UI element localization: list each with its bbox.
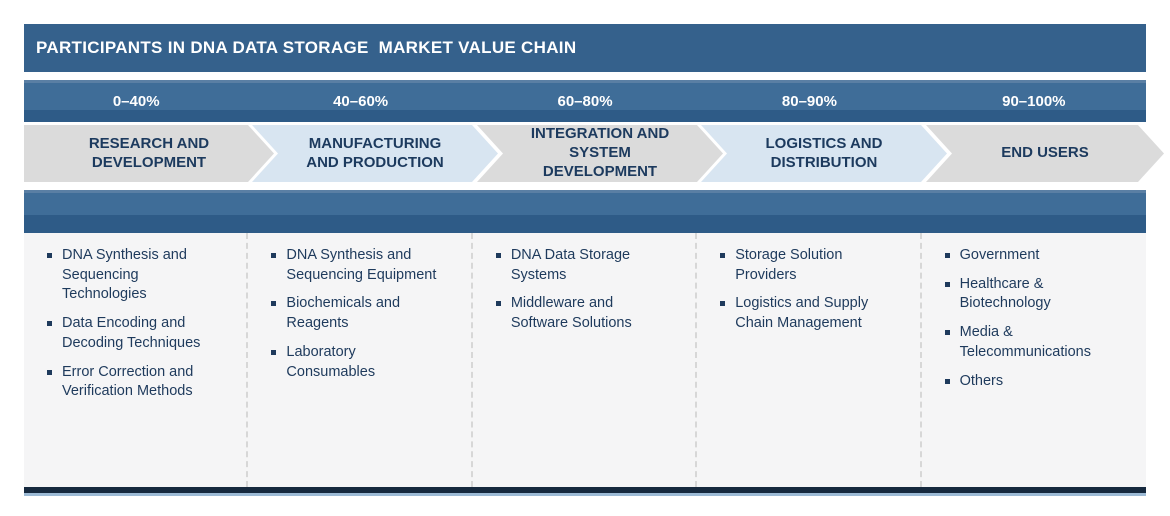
stage-chevron-logistics-distribution: LOGISTICS AND DISTRIBUTION (701, 125, 947, 182)
value-share-bar: 0–40% 40–60% 60–80% 80–90% 90–100% (24, 80, 1146, 122)
stage-chevron-manufacturing-production: MANUFACTURING AND PRODUCTION (252, 125, 498, 182)
stage-label: END USERS (1001, 144, 1089, 162)
stage-label: INTEGRATION AND SYSTEM DEVELOPMENT (530, 125, 670, 180)
bullet-square-icon (271, 253, 277, 258)
bullet-square-icon (495, 301, 501, 307)
participants-column-manufacturing-production: DNA Synthesis and Sequencing Equipment B… (248, 233, 473, 487)
bullet-square-icon (47, 369, 52, 375)
list-item: DNA Synthesis and Sequencing Equipment (271, 246, 436, 285)
participant-label: DNA Data Storage Systems (510, 247, 631, 283)
bullet-square-icon (47, 321, 52, 327)
stage-label: LOGISTICS AND DISTRIBUTION (765, 134, 883, 171)
list-item: DNA Synthesis and Sequencing Technologie… (47, 246, 212, 305)
list-item: DNA Data Storage Systems (495, 246, 661, 285)
value-share-label-integration-system-development: 60–80% (557, 92, 613, 110)
list-item: Data Encoding and Decoding Techniques (47, 314, 212, 353)
stage-label: MANUFACTURING AND PRODUCTION (306, 134, 444, 171)
participants-column-research-development: DNA Synthesis and Sequencing Technologie… (24, 233, 249, 487)
separator-bar (24, 190, 1146, 233)
value-share-label-manufacturing-production: 40–60% (333, 92, 389, 110)
participant-label: Media & Telecommunications (959, 324, 1091, 360)
bullet-square-icon (944, 330, 950, 336)
participants-list: DNA Synthesis and Sequencing Technologie… (47, 246, 212, 402)
stage-chevron-end-users: END USERS (926, 125, 1164, 182)
bullet-square-icon (47, 253, 52, 258)
participant-label: DNA Synthesis and Sequencing Technologie… (62, 247, 187, 303)
list-item: Storage Solution Providers (720, 246, 885, 285)
participant-label: Data Encoding and Decoding Techniques (62, 315, 201, 351)
page-title: PARTICIPANTS IN DNA DATA STORAGE MARKET … (36, 38, 577, 57)
participant-label: Government (959, 247, 1040, 263)
list-item: Error Correction and Verification Method… (47, 363, 212, 402)
list-item: Government (944, 246, 1112, 266)
bullet-square-icon (944, 253, 950, 258)
participants-column-integration-system-development: DNA Data Storage Systems Middleware and … (473, 233, 698, 487)
stage-chevron-integration-system-development: INTEGRATION AND SYSTEM DEVELOPMENT (477, 125, 723, 182)
participants-list: Government Healthcare & Biotechnology Me… (944, 246, 1112, 392)
participants-column-logistics-distribution: Storage Solution Providers Logistics and… (697, 233, 922, 487)
list-item: Biochemicals and Reagents (271, 294, 436, 333)
bullet-square-icon (720, 301, 726, 307)
list-item: Logistics and Supply Chain Management (720, 294, 885, 333)
list-item: Healthcare & Biotechnology (944, 275, 1112, 314)
value-share-label-logistics-distribution: 80–90% (781, 92, 837, 110)
participant-label: Others (959, 372, 1004, 389)
participant-label: Laboratory Consumables (286, 343, 376, 380)
bullet-square-icon (944, 378, 950, 384)
footer-bar-blue (24, 493, 1146, 496)
list-item: Laboratory Consumables (271, 343, 436, 382)
infographic-frame: PARTICIPANTS IN DNA DATA STORAGE MARKET … (24, 24, 1146, 496)
bullet-square-icon (495, 253, 501, 258)
list-item: Media & Telecommunications (944, 323, 1112, 362)
list-item: Others (944, 372, 1112, 392)
bullet-square-icon (944, 281, 950, 287)
bullet-square-icon (271, 301, 277, 307)
participants-list: Storage Solution Providers Logistics and… (720, 246, 885, 334)
participants-list: DNA Data Storage Systems Middleware and … (495, 246, 661, 334)
participant-label: Storage Solution Providers (735, 247, 843, 283)
value-share-label-end-users: 90–100% (1002, 92, 1066, 110)
bullet-square-icon (720, 253, 726, 258)
participants-section: DNA Synthesis and Sequencing Technologie… (24, 233, 1146, 487)
participant-label: Logistics and Supply Chain Management (735, 295, 869, 332)
participant-label: Biochemicals and Reagents (286, 295, 401, 332)
list-item: Middleware and Software Solutions (495, 294, 661, 333)
participant-label: Healthcare & Biotechnology (959, 275, 1051, 312)
footer-bar-navy (24, 487, 1146, 493)
stage-label: RESEARCH AND DEVELOPMENT (88, 134, 210, 171)
participants-column-end-users: Government Healthcare & Biotechnology Me… (922, 233, 1146, 487)
bullet-square-icon (271, 349, 277, 355)
stage-chevron-row: RESEARCH AND DEVELOPMENT MANUFACTURING A… (24, 125, 1146, 182)
stage-chevron-research-development: RESEARCH AND DEVELOPMENT (24, 125, 274, 182)
participants-list: DNA Synthesis and Sequencing Equipment B… (271, 246, 436, 382)
title-bar: PARTICIPANTS IN DNA DATA STORAGE MARKET … (24, 24, 1146, 72)
participant-label: Error Correction and Verification Method… (62, 363, 194, 400)
participant-label: DNA Synthesis and Sequencing Equipment (286, 247, 437, 283)
participant-label: Middleware and Software Solutions (510, 295, 632, 332)
value-share-label-research-development: 0–40% (112, 92, 160, 110)
